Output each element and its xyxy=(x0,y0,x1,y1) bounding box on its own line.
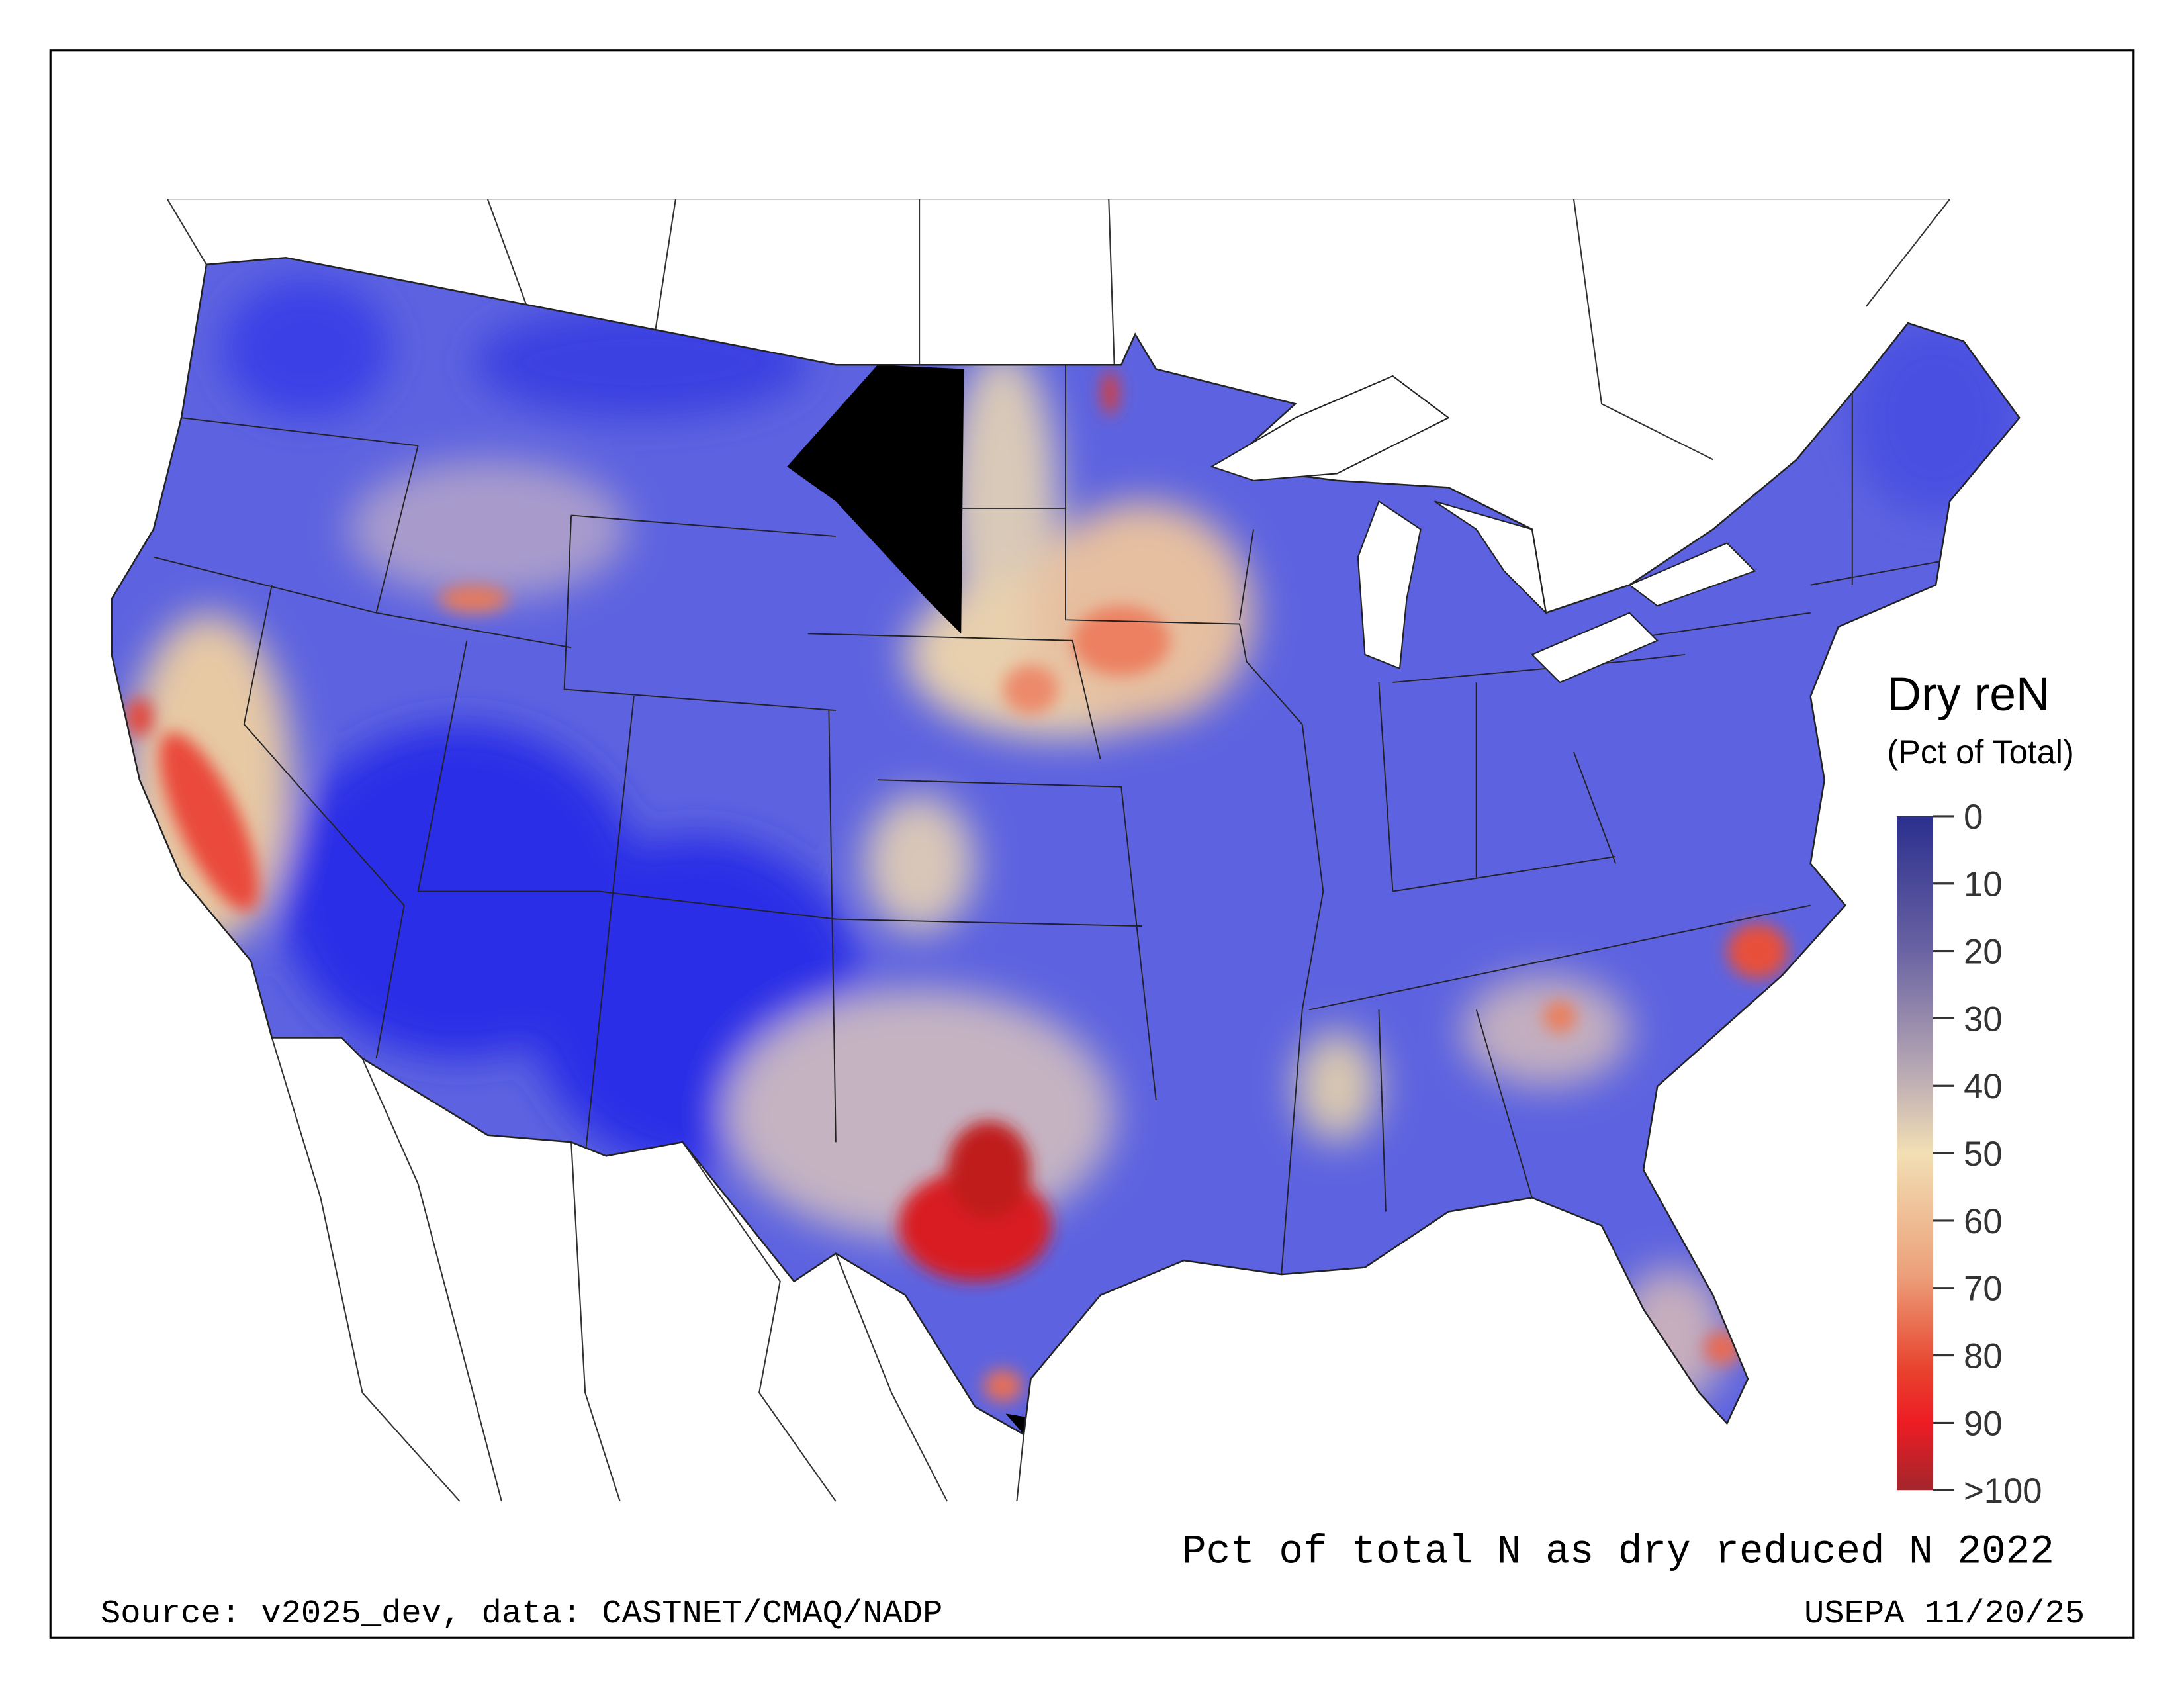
colorbar-tick-label: 80 xyxy=(1964,1337,2002,1376)
country-outlines xyxy=(167,199,1950,1502)
mid-idaho xyxy=(348,459,627,599)
source-note: Source: v2025_dev, data: CASTNET/CMAQ/NA… xyxy=(101,1595,942,1633)
colorbar-tick-label: 20 xyxy=(1964,933,2002,972)
low-maine xyxy=(1852,320,2020,516)
map-title: Pct of total N as dry reduced N 2022 xyxy=(1182,1530,2054,1575)
credit-note: USEPA 11/20/25 xyxy=(1804,1595,2085,1633)
legend-title: Dry reN xyxy=(1887,668,2050,721)
colorbar-tick-label: 30 xyxy=(1964,1000,2002,1039)
colorbar-tick-label: 50 xyxy=(1964,1135,2002,1174)
colorbar-tick-label: >100 xyxy=(1964,1472,2042,1511)
high-north-carolina xyxy=(1727,923,1788,980)
mid-georgia xyxy=(1462,974,1630,1087)
high-snake-river xyxy=(439,585,509,613)
low-northwest xyxy=(223,278,390,418)
colorbar-tick-label: 60 xyxy=(1964,1202,2002,1241)
colorbar-tick-label: 40 xyxy=(1964,1067,2002,1106)
great-lakes xyxy=(1210,375,1756,684)
colorbar-tick-label: 10 xyxy=(1964,865,2002,904)
colorbar xyxy=(1897,816,1933,1491)
colorbar-tick-label: 90 xyxy=(1964,1404,2002,1443)
mid-kansas xyxy=(863,794,976,933)
high-iowa xyxy=(1072,606,1170,676)
colorbar-tick-label: 70 xyxy=(1964,1270,2002,1309)
state-boundaries xyxy=(153,365,1964,1275)
colorbar-tick-label: 0 xyxy=(1964,798,1983,837)
high-texas-core xyxy=(947,1121,1031,1219)
high-sf-bay xyxy=(125,698,154,737)
mid-mississippi xyxy=(1295,1030,1379,1143)
high-central-valley xyxy=(159,732,259,912)
legend-subtitle: (Pct of Total) xyxy=(1887,733,2073,771)
high-south-texas xyxy=(983,1369,1023,1403)
high-georgia xyxy=(1543,1000,1577,1034)
colorbar-legend: Dry reN (Pct of Total) 0 10 20 30 40 50 60 70 80… xyxy=(1887,668,2073,1511)
high-nebraska xyxy=(1003,664,1059,715)
no-data-region xyxy=(787,365,964,634)
high-red-river xyxy=(1101,370,1118,415)
